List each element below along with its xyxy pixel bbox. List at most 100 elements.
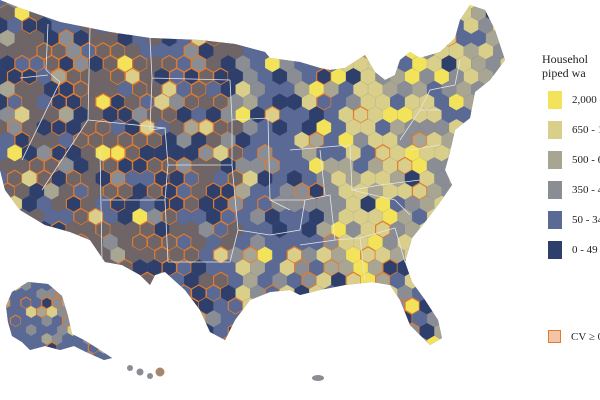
hex-cell: [279, 131, 295, 149]
hex-cell: [0, 17, 8, 34]
hex-cell: [184, 323, 199, 340]
hex-cell: [301, 297, 317, 315]
hex-cell: [62, 282, 73, 292]
hex-cell: [109, 341, 112, 355]
hex-cell: [265, 55, 280, 73]
hex-cell: [117, 284, 133, 303]
hex-cell: [83, 296, 94, 310]
hex-cell: [426, 284, 442, 302]
hex-cell: [80, 271, 97, 290]
legend-swatch: [548, 211, 562, 229]
hex-cell: [360, 17, 376, 34]
hex-cell: [117, 335, 133, 345]
hex-cell: [441, 259, 457, 277]
hex-cell: [125, 0, 140, 9]
hex-cell: [338, 131, 354, 149]
hex-cell: [478, 221, 494, 238]
us-hex-map: [0, 0, 505, 381]
hex-cell: [98, 323, 110, 337]
hex-cell: [353, 284, 369, 302]
hex-cell: [294, 80, 310, 98]
hex-cell: [485, 259, 501, 277]
hex-cell: [176, 208, 192, 226]
hex-cell: [103, 350, 112, 360]
hex-cell: [51, 118, 67, 137]
hex-cell: [213, 42, 229, 60]
hex-cell: [31, 350, 42, 360]
hex-cell: [72, 282, 84, 292]
hex-cell: [463, 195, 479, 213]
hex-cell: [117, 310, 133, 328]
hex-cell: [6, 93, 23, 111]
hex-cell: [345, 297, 361, 315]
hex-cell: [109, 282, 112, 283]
hex-cell: [265, 259, 280, 277]
hex-cell: [205, 3, 222, 22]
legend-class-3: 500 - 6: [548, 150, 600, 170]
hex-cell: [500, 4, 505, 22]
hex-cell: [345, 221, 361, 238]
hex-cell: [213, 0, 229, 9]
hex-cell: [456, 131, 472, 149]
hex-cell: [426, 182, 442, 200]
hex-cell: [434, 17, 450, 34]
hex-cell: [478, 0, 494, 9]
hex-cell: [235, 29, 251, 47]
hex-cell: [29, 80, 45, 98]
hex-cell: [102, 335, 119, 345]
hex-cell: [31, 314, 42, 328]
hex-cell: [463, 246, 479, 264]
hex-cell: [471, 55, 486, 73]
hex-cell: [485, 182, 501, 200]
hex-cell: [316, 93, 332, 111]
hex-cell: [77, 323, 89, 337]
hex-cell: [58, 233, 74, 251]
hex-cell: [14, 233, 30, 251]
hex-cell: [485, 157, 501, 175]
hex-cell: [72, 296, 84, 310]
hex-cell: [58, 4, 74, 22]
hex-cell: [6, 350, 11, 360]
hex-cell: [242, 323, 258, 340]
hex-cell: [426, 29, 442, 47]
hex-cell: [154, 323, 170, 340]
hex-cell: [73, 3, 89, 22]
hex-cell: [316, 195, 332, 213]
hex-cell: [80, 322, 97, 341]
hex-cell: [390, 42, 405, 60]
hex-cell: [353, 29, 369, 47]
hex-cell: [114, 279, 124, 291]
hex-cell: [419, 195, 435, 213]
hex-cell: [250, 80, 266, 98]
hex-cell: [316, 17, 332, 34]
hex-cell: [22, 195, 37, 213]
hex-cell: [235, 4, 251, 22]
hex-cell: [287, 221, 302, 238]
hex-cell: [0, 195, 8, 213]
hex-cell: [390, 323, 405, 340]
hex-cell: [176, 335, 192, 345]
hex-cell: [434, 246, 450, 264]
hex-cell: [0, 42, 8, 60]
hex-cell: [65, 93, 82, 111]
hex-cell: [397, 80, 413, 98]
hex-cell: [132, 4, 148, 22]
hex-cell: [456, 157, 472, 175]
hex-cell: [51, 220, 67, 239]
hex-cell: [331, 93, 346, 111]
hex-cell: [242, 170, 258, 187]
hex-cell: [228, 93, 243, 111]
hex-cell: [426, 55, 442, 73]
hex-cell: [294, 157, 310, 175]
hex-cell: [168, 0, 185, 9]
hex-cell: [434, 144, 450, 162]
hex-cell: [183, 297, 200, 315]
hex-cell: [154, 16, 170, 35]
hex-cell: [227, 297, 244, 315]
hex-cell: [493, 144, 505, 162]
hex-cell: [500, 29, 505, 47]
hex-cell: [14, 29, 30, 47]
hex-cell: [73, 233, 89, 252]
hex-cell: [419, 68, 435, 85]
hex-cell: [434, 272, 450, 289]
